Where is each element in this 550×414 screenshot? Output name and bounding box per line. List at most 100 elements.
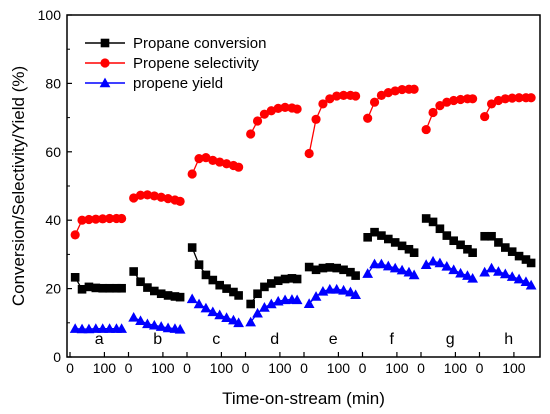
x-tick-label: 100	[502, 360, 526, 376]
data-point-yield	[467, 272, 478, 283]
data-point-conversion	[397, 241, 407, 251]
data-point-selectivity	[369, 97, 380, 107]
data-point-yield	[310, 291, 322, 301]
data-point-yield	[350, 289, 361, 300]
x-tick-label: 0	[359, 360, 367, 376]
panel-d: d	[245, 102, 303, 348]
data-point-yield	[362, 268, 374, 278]
legend-marker	[100, 58, 110, 68]
legend-item-selectivity: Propene selectivity	[85, 55, 259, 72]
data-point-selectivity	[480, 111, 490, 122]
y-tick-label: 20	[45, 281, 61, 297]
data-point-yield	[221, 312, 232, 322]
data-point-conversion	[70, 273, 80, 282]
data-point-selectivity	[507, 93, 517, 103]
data-point-yield	[376, 258, 387, 269]
data-point-yield	[104, 323, 115, 333]
x-tick-label: 100	[151, 360, 175, 376]
data-point-selectivity	[149, 191, 159, 201]
data-point-selectivity	[117, 213, 127, 224]
panel-a: a	[69, 213, 127, 348]
data-point-selectivity	[442, 97, 452, 107]
data-point-selectivity	[187, 169, 197, 179]
y-axis-title: Conversion/Selectivity/Yield (%)	[9, 66, 28, 306]
data-point-selectivity	[70, 230, 80, 240]
data-point-conversion	[526, 258, 536, 268]
data-point-conversion	[435, 224, 445, 234]
data-point-yield	[493, 266, 504, 276]
data-point-conversion	[287, 274, 297, 283]
data-point-conversion	[501, 243, 510, 252]
data-point-conversion	[521, 255, 531, 264]
data-point-selectivity	[163, 194, 173, 204]
x-axis-title: Time-on-stream (min)	[222, 389, 385, 408]
panel-label: a	[95, 331, 104, 348]
data-point-conversion	[175, 292, 185, 302]
data-point-selectivity	[129, 193, 139, 203]
data-point-selectivity	[376, 90, 387, 100]
data-point-conversion	[91, 283, 101, 293]
data-point-yield	[207, 306, 219, 317]
data-point-yield	[525, 279, 537, 290]
data-point-yield	[441, 260, 453, 271]
panel-label: f	[390, 331, 395, 348]
data-point-yield	[76, 323, 88, 334]
data-point-yield	[486, 262, 497, 273]
data-point-yield	[324, 283, 336, 294]
data-point-selectivity	[421, 124, 431, 135]
data-point-conversion	[194, 260, 204, 269]
data-point-conversion	[409, 248, 419, 257]
data-point-selectivity	[397, 84, 407, 95]
x-tick-label: 100	[93, 360, 117, 376]
y-axis: 0 20 40 60 80 100	[38, 7, 72, 365]
x-tick-label: 0	[66, 360, 74, 376]
data-point-conversion	[117, 283, 126, 293]
data-point-yield	[434, 257, 446, 268]
data-point-yield	[396, 264, 408, 275]
legend-label: Propene selectivity	[133, 55, 259, 72]
x-tick-label: 0	[125, 360, 133, 376]
data-point-conversion	[311, 265, 321, 275]
data-point-conversion	[390, 238, 400, 247]
data-point-conversion	[260, 282, 269, 292]
data-point-selectivity	[383, 88, 393, 98]
data-point-selectivity	[363, 113, 373, 123]
data-point-selectivity	[338, 90, 349, 100]
panel-label: e	[329, 331, 338, 348]
data-point-conversion	[143, 283, 152, 292]
data-point-conversion	[267, 279, 276, 288]
data-point-conversion	[253, 289, 262, 299]
legend-item-conversion: Propane conversion	[85, 35, 266, 52]
data-point-conversion	[246, 299, 255, 309]
data-point-conversion	[468, 248, 477, 257]
data-point-yield	[520, 276, 532, 287]
data-point-conversion	[84, 282, 94, 292]
data-point-yield	[259, 302, 270, 312]
data-point-selectivity	[175, 196, 185, 206]
x-tick-label: 0	[242, 360, 250, 376]
x-tick-label: 100	[385, 360, 409, 376]
data-point-selectivity	[468, 94, 478, 104]
data-point-selectivity	[91, 214, 101, 224]
data-point-conversion	[514, 251, 524, 261]
data-point-conversion	[136, 277, 145, 287]
data-point-conversion	[480, 231, 489, 241]
data-point-conversion	[325, 263, 335, 272]
x-tick-label: 0	[300, 360, 308, 376]
data-point-selectivity	[84, 214, 94, 225]
data-point-conversion	[456, 240, 465, 250]
data-point-selectivity	[98, 214, 108, 224]
data-point-conversion	[129, 267, 138, 276]
data-point-yield	[148, 319, 160, 330]
y-tick-label: 60	[45, 144, 61, 160]
data-point-yield	[506, 271, 518, 281]
data-point-conversion	[105, 283, 114, 293]
data-point-selectivity	[259, 109, 270, 119]
data-point-conversion	[234, 291, 243, 300]
data-point-conversion	[442, 231, 452, 240]
panel-g: g	[420, 94, 478, 348]
panel-e: e	[303, 90, 361, 348]
legend-item-yield: propene yield	[85, 75, 223, 92]
data-point-selectivity	[318, 99, 328, 109]
